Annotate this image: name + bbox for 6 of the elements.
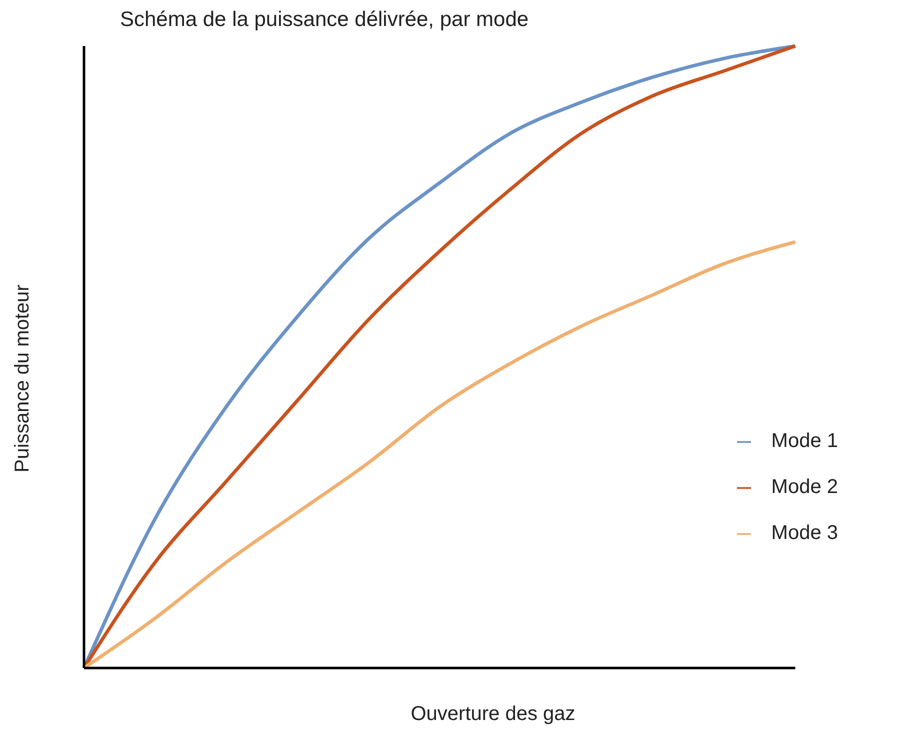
legend-label: Mode 3: [771, 522, 838, 544]
legend-label: Mode 1: [771, 430, 838, 452]
y-axis-title: Puissance du moteur: [12, 284, 34, 472]
chart-title: Schéma de la puissance délivrée, par mode: [120, 8, 529, 32]
x-axis-title: Ouverture des gaz: [410, 703, 576, 726]
legend-label: Mode 2: [771, 476, 838, 498]
